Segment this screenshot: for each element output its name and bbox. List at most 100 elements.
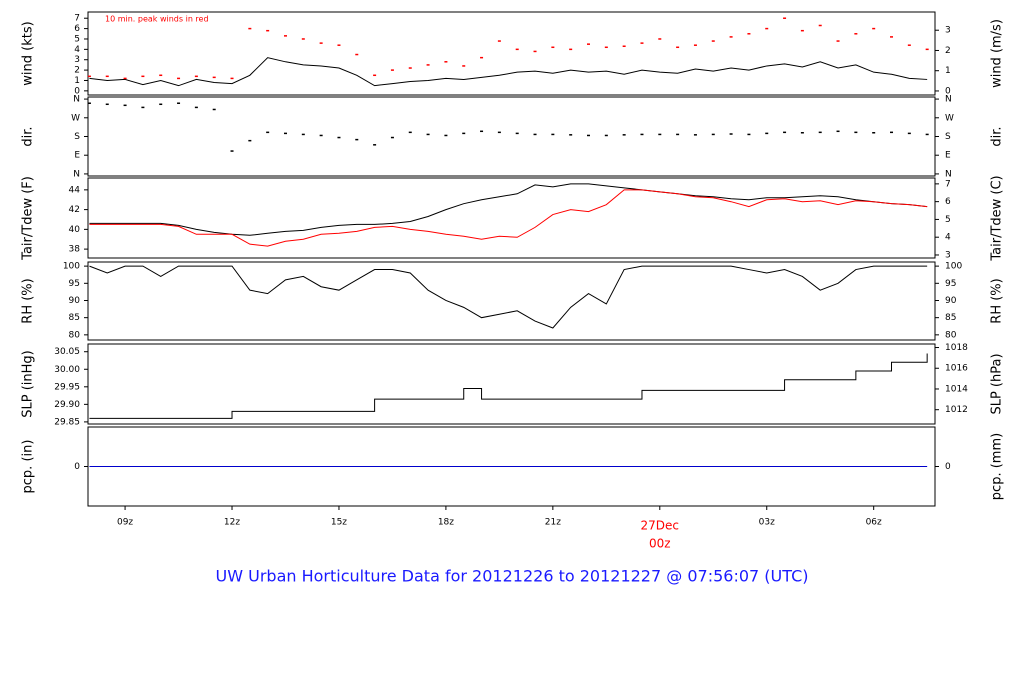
data-point (462, 132, 466, 135)
data-point (444, 61, 448, 63)
data-point (533, 133, 537, 136)
data-point (123, 77, 127, 80)
data-point (676, 46, 680, 49)
data-point (248, 27, 252, 30)
data-point (87, 102, 91, 104)
y-tick-label: W (71, 113, 80, 123)
data-point (693, 44, 697, 46)
y2-tick-label: 0 (945, 86, 951, 96)
data-line (89, 189, 928, 247)
data-point (444, 134, 448, 137)
x-tick-date: 27Dec (641, 519, 680, 533)
data-point (159, 74, 163, 77)
y-tick-label: S (74, 132, 80, 142)
data-point (836, 40, 840, 42)
y2-tick-label: N (945, 95, 952, 105)
data-point (390, 69, 394, 71)
data-point (390, 136, 394, 139)
y-tick-label: 44 (69, 185, 81, 195)
data-point (497, 40, 501, 42)
data-point (355, 138, 359, 141)
y2-tick-label: 1012 (945, 405, 968, 415)
y-tick-label: 42 (69, 205, 80, 215)
data-point (907, 44, 911, 46)
panel-frame (87, 261, 936, 341)
y2-axis-label: Tair/Tdew (C) (990, 175, 1005, 261)
data-point (248, 139, 252, 142)
data-point (622, 45, 626, 47)
y-tick-label: N (73, 95, 80, 105)
data-point (622, 134, 626, 136)
data-point (497, 131, 501, 134)
data-point (747, 133, 751, 136)
data-point (783, 131, 787, 134)
y2-tick-label: 5 (945, 215, 951, 225)
data-point (141, 106, 145, 109)
y-tick-label: 0 (74, 462, 80, 472)
y2-tick-label: 95 (945, 279, 956, 289)
data-point (854, 131, 858, 134)
y-tick-label: 40 (69, 225, 81, 235)
data-point (925, 48, 929, 51)
data-point (747, 33, 751, 35)
data-point (818, 131, 822, 134)
data-point (711, 133, 715, 136)
data-point (640, 133, 644, 136)
data-point (194, 106, 198, 109)
y2-tick-label: 4 (945, 233, 951, 243)
x-tick-label: 06z (866, 518, 882, 528)
y2-tick-label: 1018 (945, 343, 968, 353)
data-point (177, 102, 181, 104)
y-tick-label: 85 (69, 313, 80, 323)
y-axis-label: dir. (21, 126, 36, 146)
y-tick-label: 100 (63, 262, 80, 272)
data-point (783, 17, 787, 19)
data-point (836, 130, 840, 133)
data-point (587, 43, 590, 45)
data-point (604, 46, 608, 49)
data-point (283, 132, 287, 135)
data-point (693, 134, 697, 136)
x-tick-label: 18z (438, 518, 454, 528)
y2-tick-label: W (945, 113, 954, 123)
data-point (818, 24, 822, 27)
y-tick-label: 90 (69, 296, 81, 306)
y-tick-label: E (74, 151, 80, 161)
data-point (480, 56, 484, 59)
y2-tick-label: 100 (945, 262, 962, 272)
data-point (319, 42, 323, 44)
data-point (373, 74, 377, 77)
panel-frame (87, 343, 936, 425)
data-point (640, 42, 644, 44)
y-axis-label: Tair/Tdew (F) (21, 176, 36, 261)
y-axis-label: RH (%) (21, 278, 36, 323)
y2-tick-label: 80 (945, 330, 957, 340)
data-point (177, 77, 181, 80)
y-tick-label: 29.95 (54, 382, 80, 392)
data-point (533, 50, 537, 53)
y2-axis-label: dir. (990, 126, 1005, 146)
data-point (587, 134, 590, 137)
data-point (301, 133, 305, 136)
data-point (569, 134, 573, 136)
y2-axis-label: pcp. (mm) (990, 433, 1005, 500)
data-point (872, 132, 876, 134)
x-tick-label: 12z (224, 518, 240, 528)
data-point (765, 27, 769, 30)
data-point (408, 67, 412, 69)
y-tick-label: 30.05 (54, 347, 80, 357)
y-tick-label: 4 (74, 45, 80, 55)
data-point (266, 29, 270, 32)
y-tick-label: 0 (74, 86, 80, 96)
x-tick-label: 03z (759, 518, 775, 528)
data-point (123, 104, 127, 107)
data-point (230, 77, 234, 80)
data-point (194, 75, 198, 78)
panel-frame (87, 11, 936, 96)
data-point (212, 76, 216, 79)
data-line (89, 57, 928, 87)
y2-axis-label: wind (m/s) (990, 19, 1005, 88)
y2-tick-label: 90 (945, 296, 957, 306)
